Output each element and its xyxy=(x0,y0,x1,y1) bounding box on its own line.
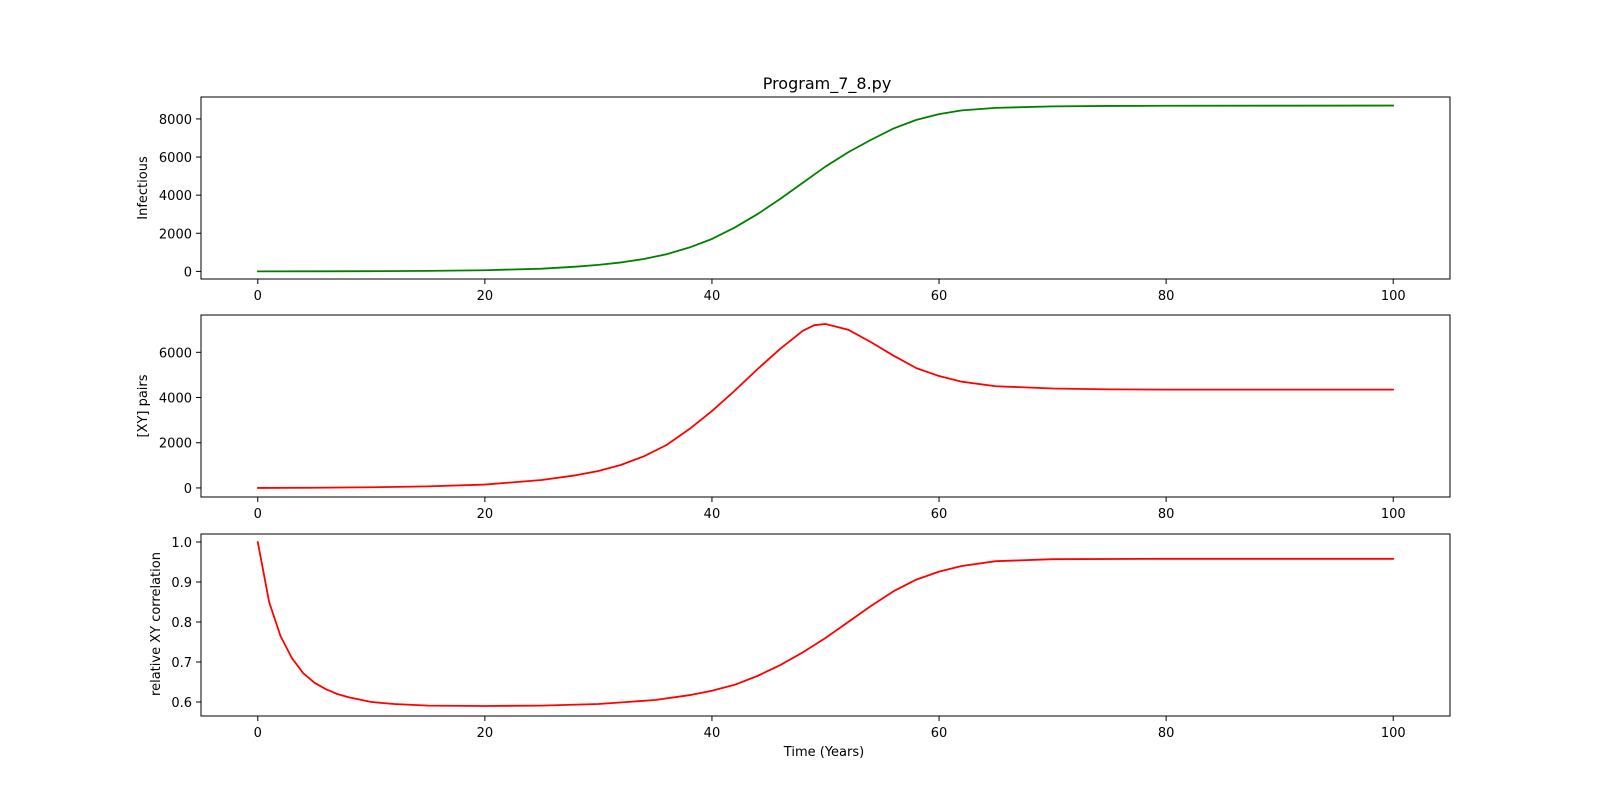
panel-xy-pairs: 0 20 40 60 80 100 0 2000 4000 6000 [XY] pairs xyxy=(136,314,1451,522)
y-tick-label: 0.7 xyxy=(171,656,192,671)
y-axis-label-xy-correlation: relative XY correlation xyxy=(149,552,164,696)
x-axis-label: Time (Years) xyxy=(783,745,864,760)
y-tick-label: 4000 xyxy=(159,392,192,407)
series-line-1 xyxy=(256,541,1395,707)
series-line-1 xyxy=(256,104,1395,273)
chart-title: Program_7_8.py xyxy=(763,74,892,94)
y-tick-label: 8000 xyxy=(159,113,192,128)
x-tick-label: 20 xyxy=(477,289,494,304)
x-tick-label: 40 xyxy=(704,726,721,741)
x-tick-label: 20 xyxy=(477,507,494,522)
y-tick-label: 4000 xyxy=(159,189,192,204)
x-tick-label: 0 xyxy=(254,289,262,304)
plot-area-xy-pairs: 0 20 40 60 80 100 0 2000 4000 6000 xyxy=(159,314,1451,522)
y-axis-label-xy-pairs: [XY] pairs xyxy=(136,374,151,437)
x-tick-label: 60 xyxy=(931,289,948,304)
x-tick-label: 100 xyxy=(1381,507,1406,522)
axes-frame xyxy=(200,96,1451,280)
x-tick-label: 60 xyxy=(931,726,948,741)
y-tick-label: 2000 xyxy=(159,437,192,452)
y-tick-label: 0 xyxy=(184,265,192,280)
x-tick-label: 80 xyxy=(1158,507,1175,522)
axes-frame xyxy=(200,314,1451,498)
x-tick-label: 20 xyxy=(477,726,494,741)
y-tick-label: 1.0 xyxy=(171,536,192,551)
y-tick-label: 6000 xyxy=(159,151,192,166)
x-tick-label: 80 xyxy=(1158,726,1175,741)
y-tick-label: 0 xyxy=(184,482,192,497)
y-tick-label: 6000 xyxy=(159,346,192,361)
panel-xy-correlation: 0 20 40 60 80 100 0.6 0.7 0.8 0.9 1.0 relative XY … xyxy=(149,533,1451,760)
x-tick-label: 100 xyxy=(1381,726,1406,741)
x-tick-label: 40 xyxy=(704,289,721,304)
y-tick-label: 0.6 xyxy=(171,696,192,711)
axes-frame xyxy=(200,533,1451,717)
panel-infectious: 0 20 40 60 80 100 0 2000 4000 6000 8000 Infectious xyxy=(136,96,1451,304)
y-axis-label-infectious: Infectious xyxy=(136,156,151,220)
x-tick-label: 0 xyxy=(254,726,262,741)
plot-area-xy-correlation: 0 20 40 60 80 100 0.6 0.7 0.8 0.9 1.0 xyxy=(171,533,1451,741)
series-line-1 xyxy=(256,323,1395,489)
x-tick-label: 40 xyxy=(704,507,721,522)
x-tick-label: 0 xyxy=(254,507,262,522)
x-tick-label: 100 xyxy=(1381,289,1406,304)
x-tick-label: 60 xyxy=(931,507,948,522)
y-tick-label: 0.8 xyxy=(171,616,192,631)
y-tick-label: 2000 xyxy=(159,227,192,242)
y-tick-label: 0.9 xyxy=(171,576,192,591)
x-tick-label: 80 xyxy=(1158,289,1175,304)
plot-area-infectious: 0 20 40 60 80 100 0 2000 4000 6000 8000 xyxy=(159,96,1451,304)
